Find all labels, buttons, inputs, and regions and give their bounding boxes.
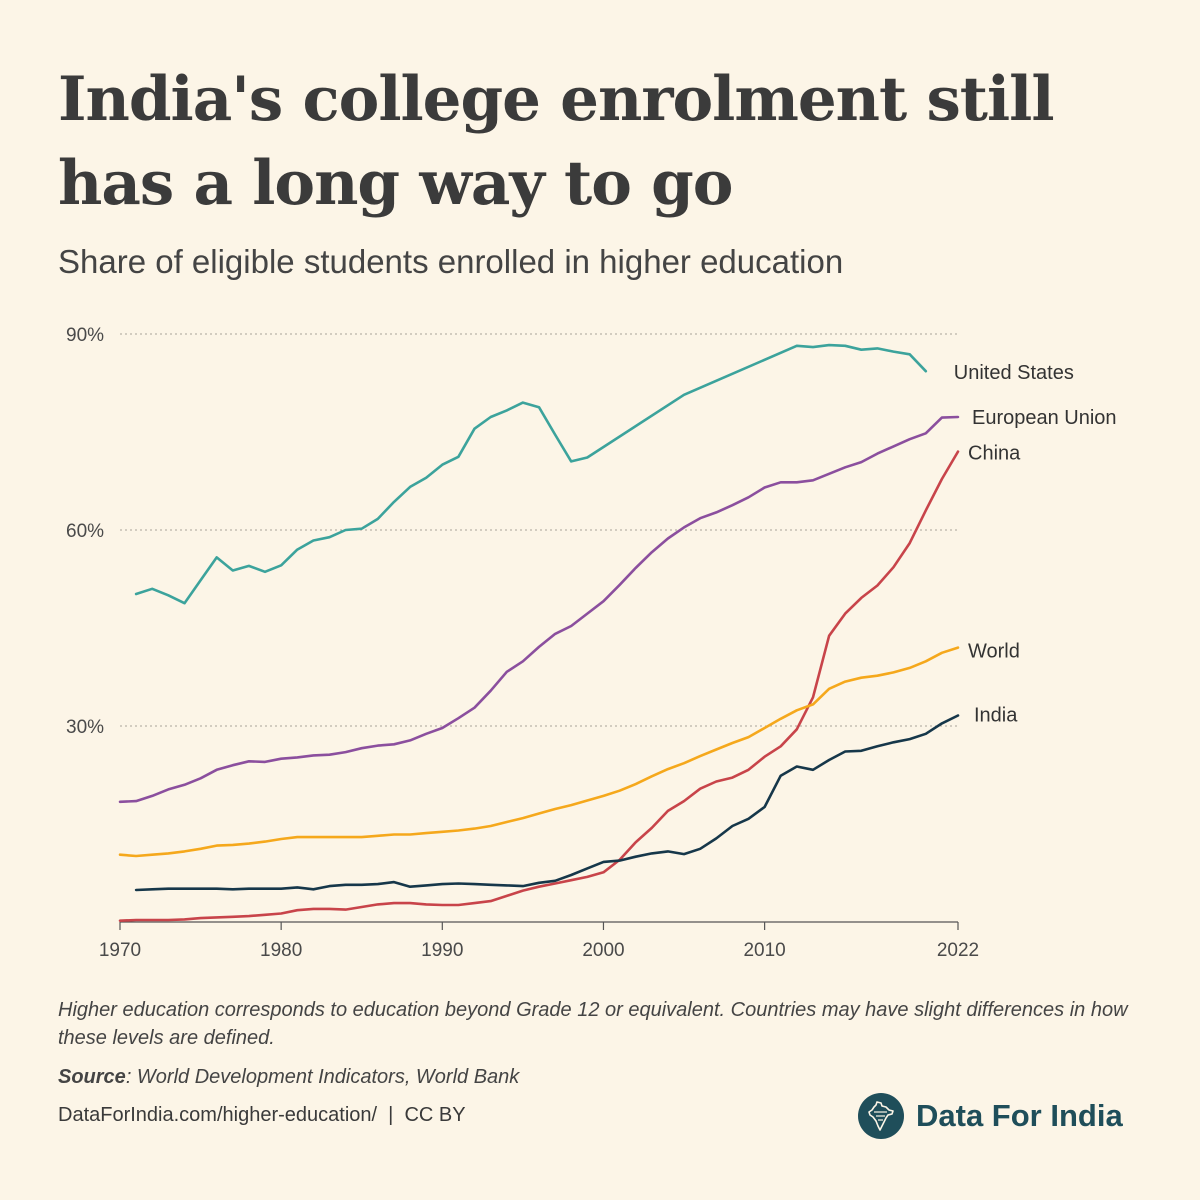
x-tick-label: 1980: [260, 940, 302, 961]
x-tick-label: 2000: [582, 940, 624, 961]
series-line-united-states: [134, 343, 928, 605]
series-label-china: China: [968, 443, 1021, 465]
line-chart: 1970 1980 1990 2000 2010 2022 30% 60% 90% Unite…: [66, 325, 1117, 961]
y-tick-label: 30%: [66, 717, 104, 738]
x-tick-label: 1990: [421, 940, 463, 961]
x-tick-label: 1970: [99, 940, 141, 961]
y-tick-label: 90%: [66, 325, 104, 346]
series-lines: [118, 343, 960, 922]
y-tick-label: 60%: [66, 521, 104, 542]
x-tick-label: 2022: [937, 940, 979, 961]
series-line-world: [118, 646, 960, 858]
chart-subtitle: Share of eligible students enrolled in h…: [58, 243, 844, 280]
series-line-china: [118, 450, 960, 922]
gridlines: [120, 333, 958, 727]
series-line-european-union: [118, 415, 960, 804]
source-line: Source: World Development Indicators, Wo…: [58, 1066, 519, 1089]
y-axis: 30% 60% 90%: [66, 325, 104, 738]
chart-title: India's college enrolment still has a lo…: [58, 64, 1055, 219]
x-axis: 1970 1980 1990 2000 2010 2022: [99, 921, 979, 961]
series-label-india: India: [974, 705, 1018, 727]
footer-link[interactable]: DataForIndia.com/higher-education/ | CC …: [58, 1104, 466, 1126]
series-labels: United States European Union China World Ind…: [954, 362, 1117, 726]
footnote: Higher education corresponds to educatio…: [58, 999, 1128, 1049]
source-label: Source: [58, 1066, 126, 1088]
source-text: : World Development Indicators, World Ba…: [125, 1066, 520, 1088]
series-label-european-union: European Union: [972, 407, 1117, 429]
series-label-united-states: United States: [954, 362, 1074, 384]
brand-logo[interactable]: Data For India: [858, 1093, 1123, 1139]
series-line-india: [134, 714, 960, 892]
x-tick-label: 2010: [743, 940, 785, 961]
series-label-world: World: [968, 641, 1020, 663]
brand-name: Data For India: [916, 1098, 1123, 1133]
india-map-icon: [858, 1093, 904, 1139]
